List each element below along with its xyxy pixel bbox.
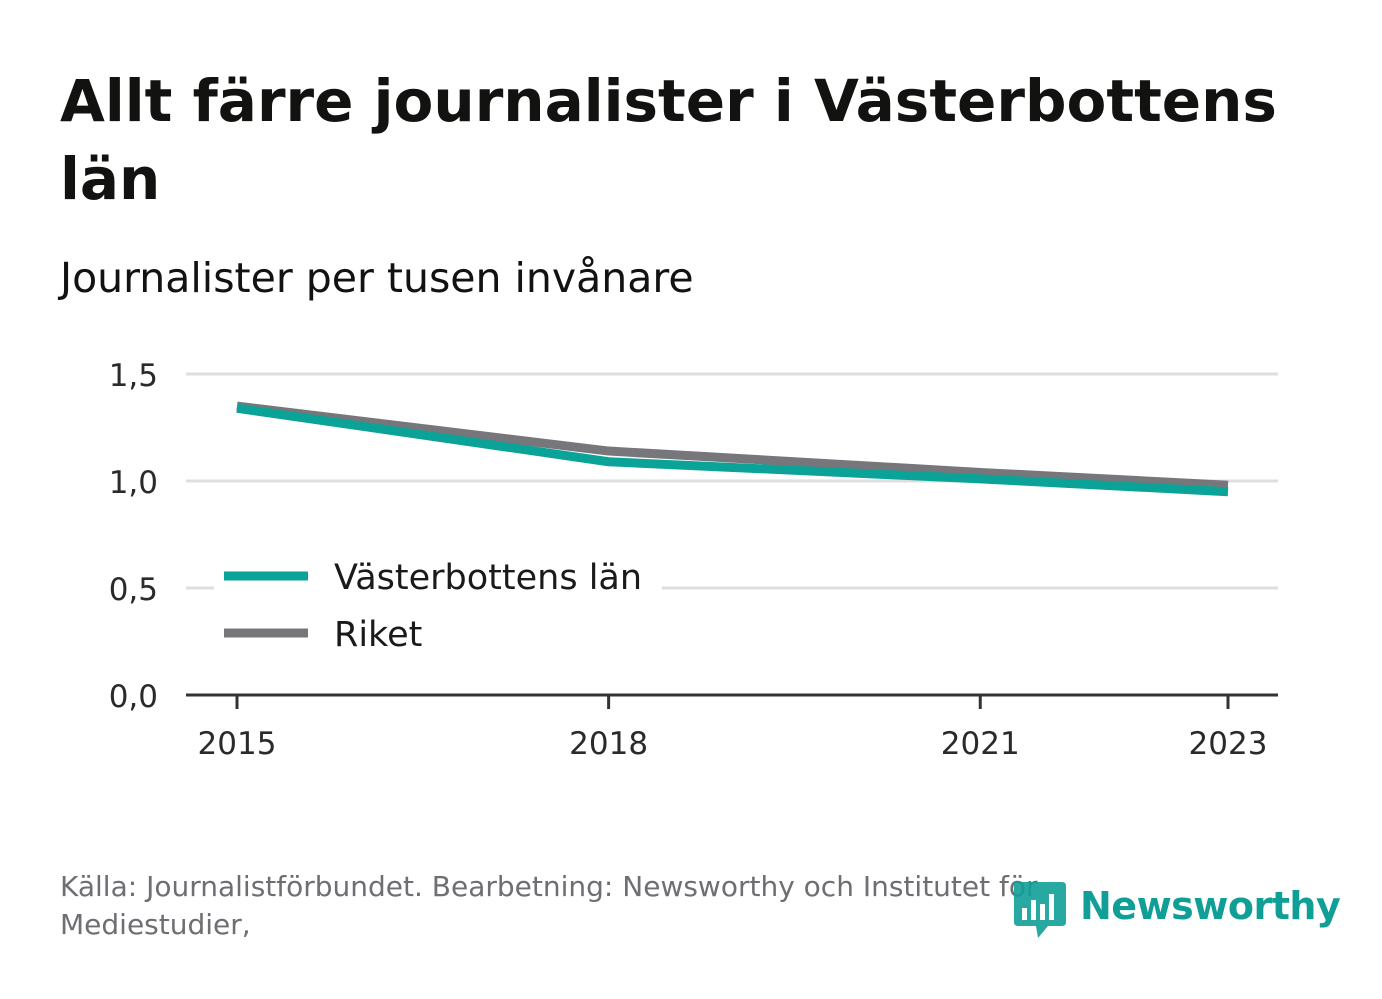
x-tick-label: 2023 xyxy=(1189,726,1268,762)
legend-background xyxy=(214,548,662,590)
series-lines xyxy=(236,401,1229,497)
source-note: Källa: Journalistförbundet. Bearbetning:… xyxy=(60,870,1038,941)
bar-chart-badge-icon xyxy=(1014,882,1066,938)
legend-label: Västerbottens län xyxy=(334,558,642,598)
chart-title: Allt färre journalister i Västerbottens … xyxy=(60,67,1277,213)
y-tick-label: 1,5 xyxy=(109,358,158,394)
x-tick-label: 2021 xyxy=(941,726,1020,762)
x-tick-label: 2018 xyxy=(569,726,648,762)
axes: 0,0 0,5 1,0 1,5 2015 2018 2021 2023 xyxy=(109,358,1278,762)
series-line-riket xyxy=(236,401,1229,490)
y-tick-label: 1,0 xyxy=(109,465,158,501)
y-tick-label: 0,0 xyxy=(109,679,158,715)
series-line-västerbottens-län xyxy=(236,403,1229,497)
newsworthy-logo: Newsworthy xyxy=(1010,878,1341,944)
legend: Västerbottens län Riket xyxy=(214,548,662,655)
x-tick-label: 2015 xyxy=(198,726,277,762)
brand-name: Newsworthy xyxy=(1080,884,1341,928)
chart-subtitle: Journalister per tusen invånare xyxy=(60,254,694,302)
y-tick-label: 0,5 xyxy=(109,572,158,608)
legend-label: Riket xyxy=(334,615,422,655)
